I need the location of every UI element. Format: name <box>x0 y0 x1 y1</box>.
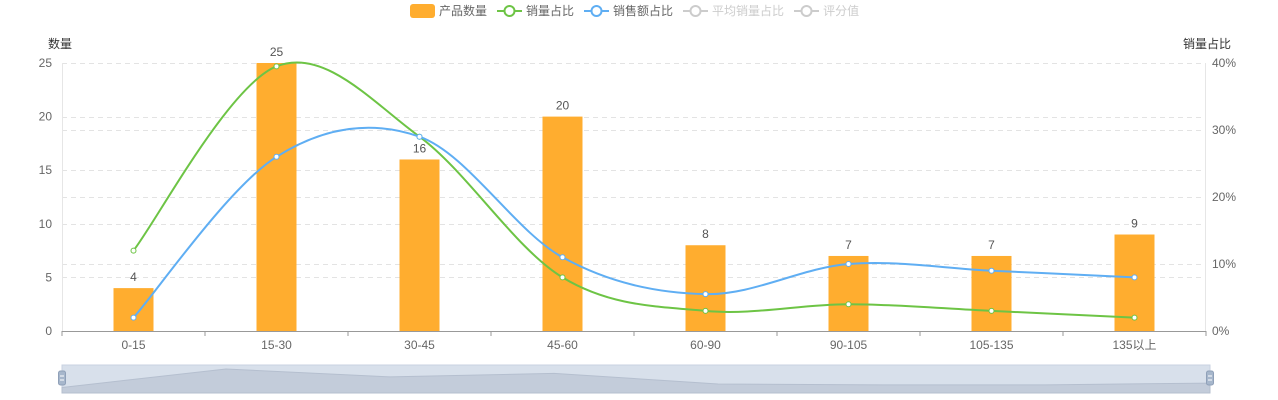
bar <box>256 63 297 331</box>
legend-label: 评分值 <box>823 4 860 18</box>
line-circle-icon <box>683 4 709 17</box>
series-point <box>988 307 995 314</box>
line-circle-icon <box>584 4 610 17</box>
y-right-tick-label: 10% <box>1212 257 1236 271</box>
x-tick-label: 90-105 <box>830 338 868 352</box>
y-right-tick-label: 20% <box>1212 190 1236 204</box>
series-point <box>845 301 852 308</box>
bar-data-label: 7 <box>845 238 852 252</box>
x-tick-label: 15-30 <box>261 338 292 352</box>
series-point <box>1131 274 1138 281</box>
series-point <box>559 274 566 281</box>
x-tick-label: 60-90 <box>690 338 721 352</box>
bar <box>828 255 869 331</box>
bar-data-label: 9 <box>1131 217 1138 231</box>
x-tick-label: 0-15 <box>121 338 145 352</box>
x-tick-label: 45-60 <box>547 338 578 352</box>
bar <box>542 116 583 331</box>
series-point <box>130 247 137 254</box>
legend-item-2[interactable]: 销售额占比 <box>584 2 673 19</box>
legend-item-1[interactable]: 销量占比 <box>497 2 574 19</box>
bar-data-label: 16 <box>413 141 427 155</box>
chart-legend: 产品数量 销量占比 销售额占比 平均销量占比 评分值 <box>410 2 869 19</box>
bar-data-label: 20 <box>556 99 570 113</box>
series-point <box>273 63 280 70</box>
y-left-tick-label: 0 <box>45 324 52 338</box>
series-point <box>130 314 137 321</box>
x-tick-label: 135以上 <box>1112 338 1156 352</box>
series-point <box>845 261 852 267</box>
legend-item-3[interactable]: 平均销量占比 <box>683 2 784 19</box>
series-point <box>702 291 709 298</box>
y-left-tick-label: 10 <box>39 217 53 231</box>
bar <box>399 159 440 331</box>
y-left-tick-label: 25 <box>39 56 53 70</box>
legend-label: 销量占比 <box>526 4 575 18</box>
legend-label: 销售额占比 <box>613 4 674 18</box>
legend-label: 平均销量占比 <box>712 4 785 18</box>
series-point <box>988 267 995 274</box>
datazoom-shadow <box>61 368 1211 394</box>
right-axis-title: 销量占比 <box>1182 37 1231 51</box>
bar-data-label: 4 <box>130 270 137 284</box>
bar-swatch-icon <box>410 3 435 18</box>
bar <box>685 245 726 331</box>
y-right-tick-label: 40% <box>1212 56 1236 70</box>
y-left-tick-label: 15 <box>39 163 53 177</box>
datazoom-handle[interactable] <box>1206 370 1214 386</box>
series-point <box>1131 314 1138 321</box>
legend-item-4[interactable]: 评分值 <box>794 2 859 19</box>
y-right-tick-label: 30% <box>1212 123 1236 137</box>
series-point <box>416 133 423 140</box>
series-point <box>559 254 566 261</box>
legend-label: 产品数量 <box>439 4 488 18</box>
y-left-tick-label: 20 <box>39 110 53 124</box>
bar-data-label: 8 <box>702 227 709 241</box>
datazoom-handle[interactable] <box>58 370 66 386</box>
x-tick-label: 105-135 <box>969 338 1013 352</box>
series-point <box>273 153 280 160</box>
bar <box>971 255 1012 331</box>
y-left-tick-label: 5 <box>45 270 52 284</box>
series-point <box>702 307 709 314</box>
y-right-tick-label: 0% <box>1212 324 1230 338</box>
line-circle-icon <box>497 4 523 17</box>
left-axis-title: 数量 <box>48 37 73 51</box>
legend-item-0[interactable]: 产品数量 <box>410 2 487 19</box>
bar-data-label: 25 <box>270 45 284 59</box>
line-circle-icon <box>794 4 820 17</box>
bar <box>113 288 154 331</box>
x-tick-label: 30-45 <box>404 338 435 352</box>
bar-data-label: 7 <box>988 238 995 252</box>
